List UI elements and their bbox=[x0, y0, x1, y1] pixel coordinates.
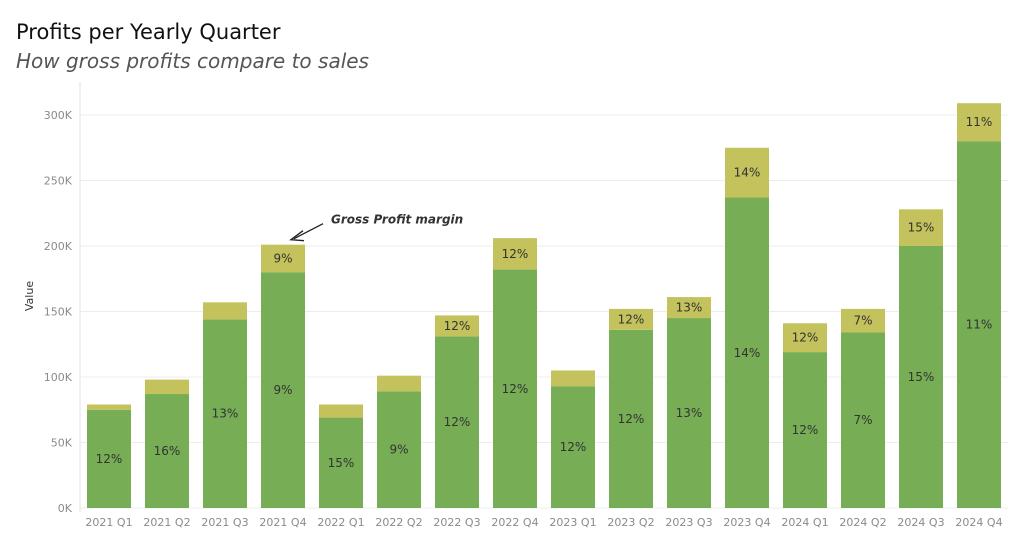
bar-data-label: 9% bbox=[273, 251, 292, 265]
y-tick-label: 250K bbox=[44, 175, 73, 188]
bar-profit-segment bbox=[725, 147, 769, 198]
y-tick-label: 0K bbox=[58, 502, 73, 515]
bar-profit-segment bbox=[87, 404, 131, 410]
x-tick-label: 2023 Q1 bbox=[549, 516, 596, 529]
y-tick-label: 50K bbox=[51, 437, 73, 450]
bar-data-label: 14% bbox=[734, 166, 761, 180]
x-tick-label: 2021 Q2 bbox=[143, 516, 190, 529]
bar-sales-segment bbox=[551, 386, 595, 508]
y-tick-label: 300K bbox=[44, 109, 73, 122]
bar-data-label: 12% bbox=[444, 319, 471, 333]
bar-data-label: 15% bbox=[908, 221, 935, 235]
bar-profit-segment bbox=[783, 323, 827, 353]
bar-sales-segment bbox=[261, 272, 305, 508]
bar-sales-segment bbox=[435, 336, 479, 508]
bar-data-label: 12% bbox=[792, 423, 819, 437]
bar-data-label: 16% bbox=[154, 444, 181, 458]
bar-data-label: 9% bbox=[273, 383, 292, 397]
bar-sales-segment bbox=[377, 391, 421, 508]
bar-sales-segment bbox=[957, 141, 1001, 508]
x-tick-label: 2024 Q2 bbox=[839, 516, 886, 529]
bar-profit-segment bbox=[841, 308, 885, 333]
bar-profit-segment bbox=[261, 244, 305, 273]
y-tick-label: 200K bbox=[44, 240, 73, 253]
bar-data-label: 12% bbox=[96, 452, 123, 466]
axis-ticks: 0K 50K 100K 150K 200K 250K 300K 2021 Q1 2021 Q2 2… bbox=[44, 109, 1003, 529]
annotation: Gross Profit margin bbox=[289, 213, 463, 242]
bar-sales-segment bbox=[725, 197, 769, 508]
bar-data-label: 11% bbox=[966, 115, 993, 129]
bar-data-label: 12% bbox=[502, 382, 529, 396]
bar-data-label: 12% bbox=[618, 412, 645, 426]
bar-data-label: 12% bbox=[560, 440, 587, 454]
bar-data-label: 12% bbox=[792, 331, 819, 345]
bar-sales-segment bbox=[87, 409, 131, 508]
chart-title: Profits per Yearly Quarter bbox=[16, 20, 281, 44]
x-tick-label: 2022 Q2 bbox=[375, 516, 422, 529]
x-tick-label: 2023 Q3 bbox=[665, 516, 712, 529]
bar-sales-segment bbox=[203, 319, 247, 508]
bar-data-label: 11% bbox=[966, 318, 993, 332]
x-tick-label: 2023 Q2 bbox=[607, 516, 654, 529]
bar-data-label: 9% bbox=[389, 443, 408, 457]
x-tick-label: 2022 Q1 bbox=[317, 516, 364, 529]
bar-data-label: 13% bbox=[676, 406, 703, 420]
x-tick-label: 2022 Q4 bbox=[491, 516, 538, 529]
y-tick-label: 100K bbox=[44, 371, 73, 384]
annotation-arrow-head bbox=[289, 230, 305, 242]
bar-data-label: 7% bbox=[853, 314, 872, 328]
x-tick-label: 2022 Q3 bbox=[433, 516, 480, 529]
x-tick-label: 2021 Q4 bbox=[259, 516, 306, 529]
bar-profit-segment bbox=[145, 379, 189, 395]
bar-data-label: 15% bbox=[328, 456, 355, 470]
bar-profit-segment bbox=[609, 308, 653, 330]
y-tick-label: 150K bbox=[44, 306, 73, 319]
bar-sales-segment bbox=[783, 352, 827, 508]
bar-profit-segment bbox=[435, 315, 479, 337]
x-tick-label: 2023 Q4 bbox=[723, 516, 770, 529]
bar-data-label: 13% bbox=[212, 407, 239, 421]
bar-profit-segment bbox=[319, 404, 363, 418]
bar-profit-segment bbox=[667, 297, 711, 319]
bar-sales-segment bbox=[319, 417, 363, 508]
bar-profit-segment bbox=[493, 238, 537, 270]
x-tick-label: 2021 Q3 bbox=[201, 516, 248, 529]
x-tick-label: 2021 Q1 bbox=[85, 516, 132, 529]
bar-profit-segment bbox=[899, 209, 943, 246]
bar-data-label: 14% bbox=[734, 346, 761, 360]
bar-sales-segment bbox=[841, 332, 885, 508]
bar-data-label: 15% bbox=[908, 370, 935, 384]
bar-sales-segment bbox=[667, 318, 711, 508]
bar-profit-segment bbox=[551, 370, 595, 387]
bar-sales-segment bbox=[899, 246, 943, 508]
bar-sales-segment bbox=[493, 269, 537, 508]
bar-sales-segment bbox=[145, 394, 189, 508]
chart-subtitle: How gross profits compare to sales bbox=[16, 49, 369, 73]
annotation-text: Gross Profit margin bbox=[331, 213, 463, 227]
bar-sales-segment bbox=[609, 329, 653, 508]
bar-profit-segment bbox=[377, 375, 421, 392]
x-tick-label: 2024 Q4 bbox=[955, 516, 1002, 529]
bar-profit-segment bbox=[203, 302, 247, 320]
bars: 12% 16% 13% 9% 9% 15% 9% 12% 12% 12% 12% 12% 12% 12% 1… bbox=[87, 103, 1001, 508]
x-tick-label: 2024 Q1 bbox=[781, 516, 828, 529]
bar-profit-segment bbox=[957, 103, 1001, 142]
y-axis-label: Value bbox=[23, 281, 36, 311]
bar-data-label: 12% bbox=[502, 247, 529, 261]
bar-data-label: 7% bbox=[853, 413, 872, 427]
annotation-arrow bbox=[293, 223, 324, 240]
bar-data-label: 13% bbox=[676, 301, 703, 315]
bar-data-label: 12% bbox=[444, 415, 471, 429]
bar-data-label: 12% bbox=[618, 312, 645, 326]
x-tick-label: 2024 Q3 bbox=[897, 516, 944, 529]
